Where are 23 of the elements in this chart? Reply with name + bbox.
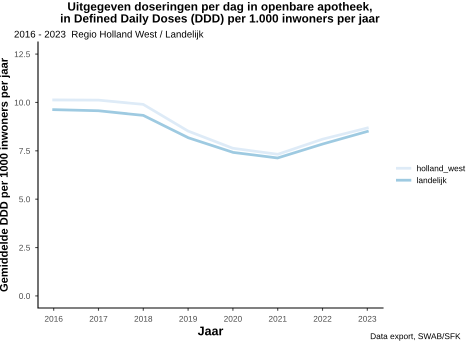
text: Data export, SWAB/SFK [370,333,461,341]
x-tick-label: 2021 [268,316,287,322]
legend-label: landelijk [417,177,447,185]
x-tick-label: 2023 [358,316,376,322]
line-series [52,98,369,156]
chart-subtitle: 2016 - 2023 Regio Holland West / Landelijk [14,30,204,40]
x-tick-label: 2016 [44,316,63,322]
y-tick-label: 10.0 [14,100,30,106]
y-tick-label: 2.5 [19,244,30,251]
x-axis-title: Jaar [198,326,224,336]
y-tick-label: 12.5 [14,51,30,58]
chart-title: Uitgegeven doseringen per dag in openbare apotheek, in Defined Daily Doses (DDD) per 1.000 inwoners per jaar [60,2,380,25]
y-tick-label: 0.0 [19,293,30,300]
legend-label: holland_west [417,165,466,173]
x-tick-label: 2018 [134,316,152,322]
x-tick-label: 2022 [314,316,332,322]
x-tick-label: 2017 [90,316,108,322]
y-tick-label: 5.0 [19,196,30,202]
y-tick-label: 7.5 [19,148,30,154]
x-tick-label: 2019 [179,316,197,322]
line-series [52,108,369,160]
x-tick-label: 2020 [224,316,242,322]
y-axis-title: Gemiddelde DDD per 1000 inwoners per jaar [0,58,10,292]
